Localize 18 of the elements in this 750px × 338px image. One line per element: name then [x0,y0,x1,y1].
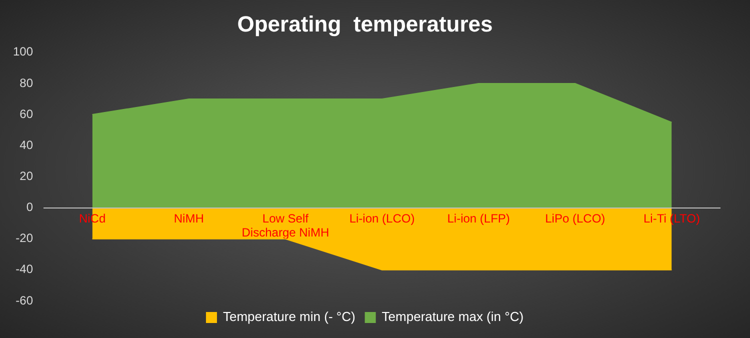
legend-label: Temperature min (- °C) [222,309,356,324]
x-tick-label: Li-ion (LFP) [447,211,510,226]
y-tick-label: 0 [26,200,34,214]
y-tick-label: -60 [16,293,34,308]
y-tick-label: 100 [12,44,34,59]
x-tick-label: LiPo (LCO) [545,211,606,226]
y-tick-label: 80 [20,76,34,90]
y-tick-label: 20 [20,169,34,184]
y-tick-label: -20 [16,231,34,246]
y-tick-label: 60 [20,106,34,121]
y-tick-label: -40 [16,262,34,276]
chart-title: Operating temperatures [237,11,493,36]
x-tick-label: Low Self Discharge NiMH [242,211,330,240]
x-tick-label: NiCd [78,211,106,226]
x-tick-label: NiMH [174,211,204,226]
legend-label: Temperature max (in °C) [382,309,524,324]
x-tick-label: Li-ion (LCO) [349,211,415,226]
y-tick-label: 40 [20,138,34,152]
